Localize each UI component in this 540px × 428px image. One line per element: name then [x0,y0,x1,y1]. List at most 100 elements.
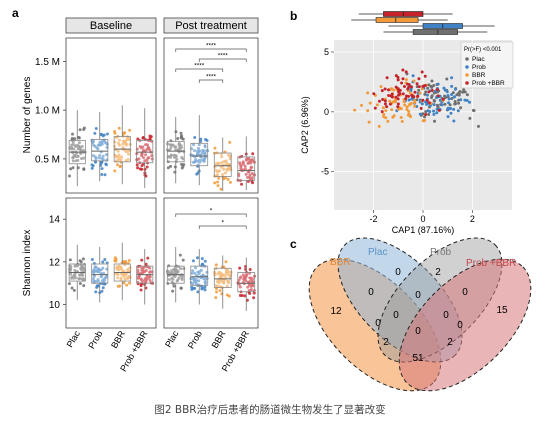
sample-point [102,278,106,282]
sample-point [217,176,221,180]
significance-label: **** [194,63,205,70]
sample-point [413,100,417,104]
sample-point [443,88,447,92]
sample-point [225,284,229,288]
sample-point [247,289,251,293]
sample-point [423,115,427,119]
sample-point [121,146,125,150]
sample-point [94,290,98,294]
sample-point [394,100,398,104]
sample-point [181,157,185,161]
significance-label: **** [218,53,229,60]
sample-point [428,110,432,114]
ordination-legend: Pr(>F) <0.001 Plac Prob BBR Prob +BBR [460,41,514,89]
sample-point [386,119,390,123]
sample-point [384,109,388,113]
sample-point [377,99,381,103]
sample-point [180,136,184,140]
sample-point [402,100,406,104]
sample-point [101,157,105,161]
sample-point [167,277,171,281]
sample-point [193,149,197,153]
sample-point [447,101,451,105]
sample-point [438,98,442,102]
sample-point [447,97,451,101]
sample-point [79,267,83,271]
sample-point [468,116,472,120]
venn-count-prob-probbbr: 0 [462,287,468,298]
sample-point [140,258,144,262]
sample-point [244,172,248,176]
venn-counts: 12 0 2 15 0 0 0 0 0 0 0 0 2 2 51 [330,267,508,364]
sample-point [77,277,81,281]
sample-point [394,85,398,89]
sample-point [77,145,81,149]
sample-point [459,106,463,110]
legend-swatch-plac [465,57,469,61]
sample-point [221,172,225,176]
plot-frame-shannon-post [163,197,259,329]
sample-point [126,157,130,161]
plot-frame-genes-baseline [65,37,157,194]
sample-point [67,282,71,286]
sample-point [417,88,421,92]
sample-point [465,93,469,97]
sample-point [387,93,391,97]
sample-point [127,152,131,156]
sample-point [101,286,105,290]
sample-point [128,281,132,285]
sample-point [440,103,444,107]
sample-point [192,143,196,147]
sample-point [433,119,437,123]
sample-point [397,89,401,93]
significance-label: * [210,208,213,215]
sample-point [72,288,76,292]
sample-point [73,137,77,141]
box-iqr [213,152,232,177]
sample-point [70,136,74,140]
sample-point [249,161,253,165]
sample-point [468,100,472,104]
sample-point [199,137,203,141]
sample-point [199,139,203,143]
x-tick-label: -2 [370,214,378,224]
sample-point [407,82,411,86]
sample-point [82,156,86,160]
sample-point [141,271,145,275]
sample-point [403,85,407,89]
sample-point [227,294,231,298]
sample-point [457,91,461,95]
sample-point [216,184,220,188]
facet-strip-post [163,17,259,34]
sample-point [82,284,86,288]
sample-point [78,273,82,277]
venn-count-bbr-prob-probbbr: 2 [447,337,453,348]
sample-point [457,101,461,105]
sample-point [226,177,230,181]
sample-point [381,98,385,102]
sample-point [238,276,242,280]
venn-count-plac: 0 [395,267,401,278]
sample-point [97,143,101,147]
sample-point [81,257,85,261]
sample-point [105,132,109,136]
sample-point [424,112,428,116]
sample-point [146,256,150,260]
sample-point [169,146,173,150]
y-tick-label: 14 [49,215,61,226]
sample-point [360,103,364,107]
sample-point [449,111,453,115]
sample-point [144,153,148,157]
sample-point [180,278,184,282]
sample-point [217,169,221,173]
significance-label: **** [206,74,217,81]
sample-point [90,166,94,170]
sample-point [215,280,219,284]
sample-point [385,105,389,109]
sample-point [136,268,140,272]
sample-point [200,262,204,266]
venn-count-bbr-prob: 0 [375,318,381,329]
sample-point [178,253,182,257]
sample-point [223,171,227,175]
box-iqr [213,267,232,288]
